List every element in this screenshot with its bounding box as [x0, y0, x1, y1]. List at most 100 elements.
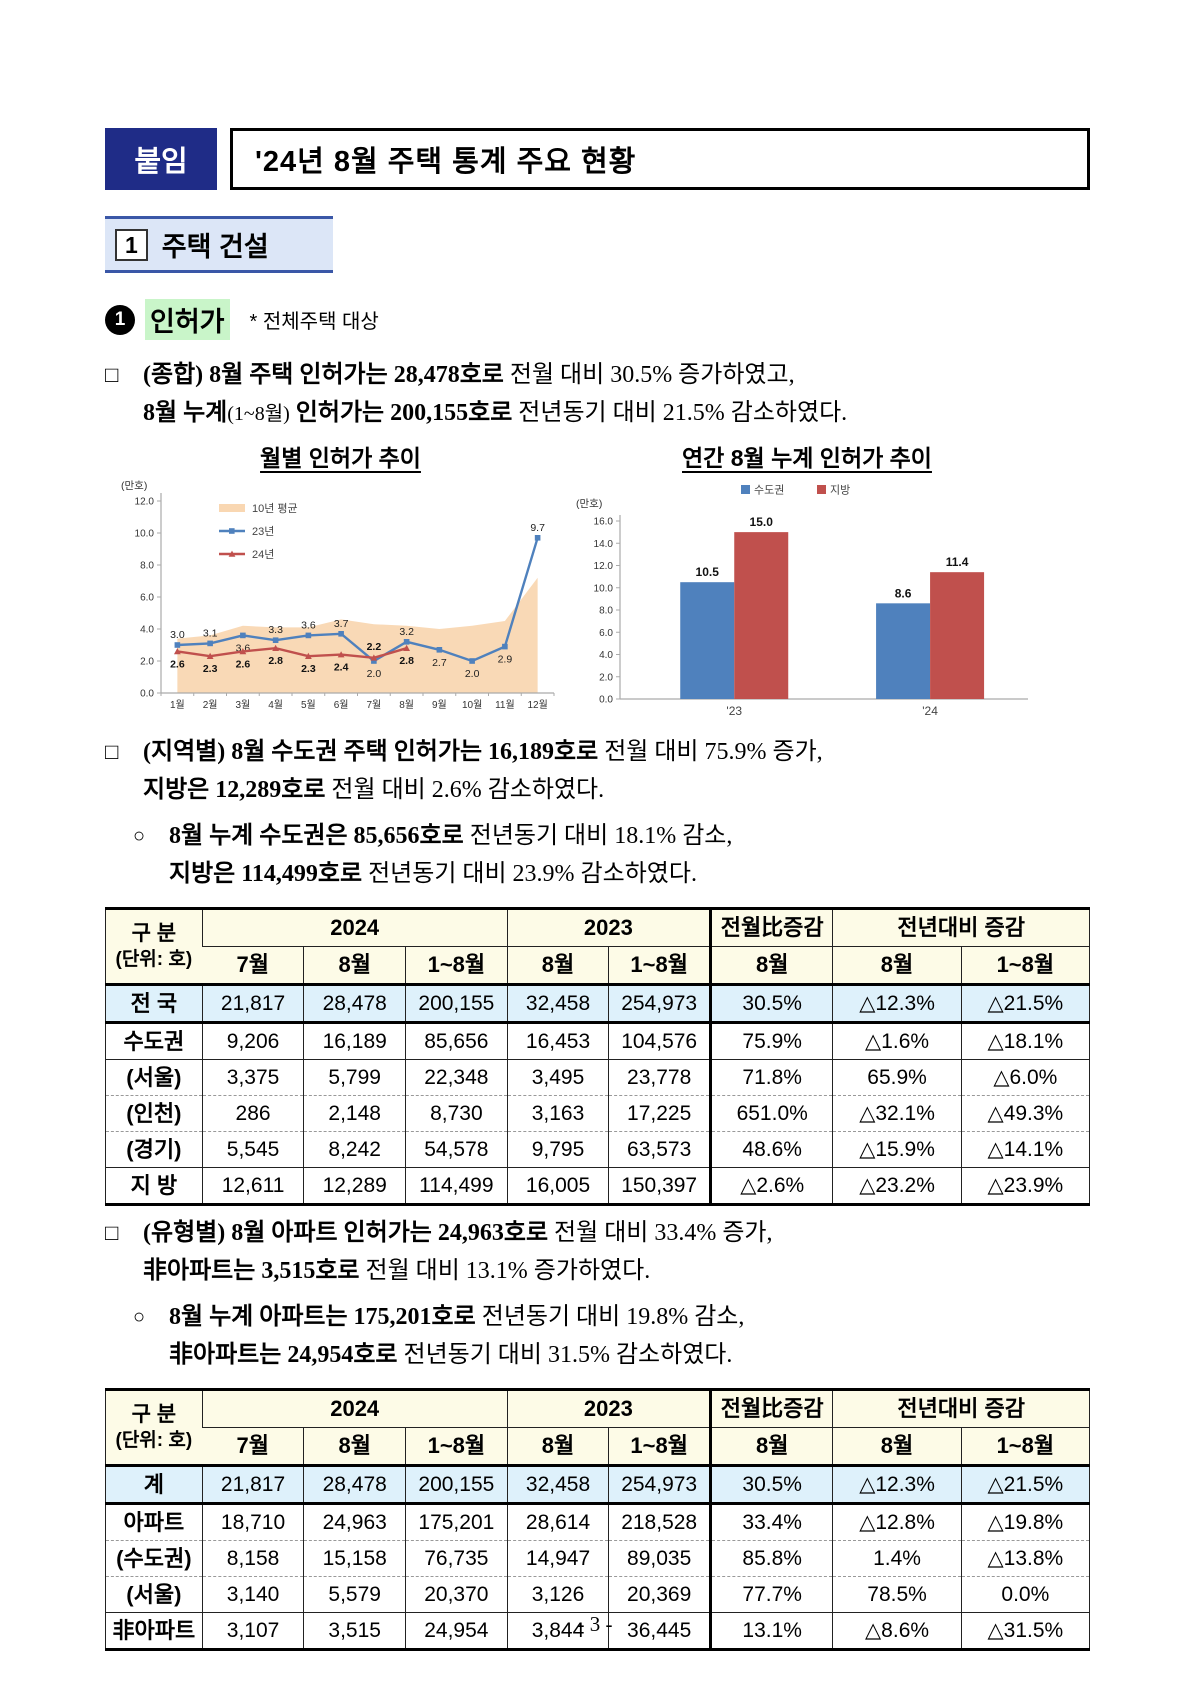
data-cell: △12.8% [832, 1503, 962, 1541]
svg-text:9월: 9월 [432, 699, 447, 711]
svg-text:3.2: 3.2 [399, 626, 414, 638]
data-cell: 5,579 [303, 1576, 406, 1613]
svg-text:2.0: 2.0 [599, 672, 613, 683]
attachment-badge: 붙임 [105, 128, 217, 190]
svg-text:8월: 8월 [399, 699, 414, 711]
svg-text:2.2: 2.2 [367, 641, 382, 653]
paragraph-text: (종합) 8월 주택 인허가는 28,478호로 전월 대비 30.5% 증가하… [143, 362, 848, 426]
row-label: 전 국 [105, 984, 203, 1024]
svg-text:10.0: 10.0 [594, 583, 614, 594]
charts-row: 월별 인허가 추이 0.0 2.0 4.0 6.0 8.0 10.0 12.0 1월 2월 3월 4… [117, 439, 1090, 725]
column-header-month: 1~8월 [405, 946, 508, 985]
data-cell: △23.9% [960, 1167, 1090, 1205]
data-cell: 78.5% [832, 1576, 962, 1613]
svg-text:4.0: 4.0 [599, 650, 613, 661]
data-cell: 16,189 [303, 1022, 406, 1060]
svg-text:2.0: 2.0 [140, 657, 154, 668]
subsection-title: 인허가 [145, 299, 230, 340]
column-header-month: 1~8월 [405, 1427, 508, 1466]
data-cell: 2,148 [303, 1095, 406, 1132]
row-label: (서울) [105, 1576, 203, 1613]
table-row: (경기) 5,545 8,242 54,578 9,795 63,573 48.6% △15.… [105, 1131, 1090, 1168]
data-cell: △6.0% [960, 1059, 1090, 1096]
svg-text:3.0: 3.0 [170, 629, 185, 641]
column-header-month: 1~8월 [608, 946, 711, 985]
data-cell: 71.8% [708, 1059, 833, 1096]
svg-text:2.8: 2.8 [399, 655, 414, 667]
svg-text:3월: 3월 [235, 699, 250, 711]
data-cell: 254,973 [608, 984, 711, 1024]
paragraph-by-region: □ (지역별) 8월 수도권 주택 인허가는 16,189호로 전월 대비 75.… [105, 733, 1090, 809]
table-row: (서울) 3,140 5,579 20,370 3,126 20,369 77.7% 78.5… [105, 1576, 1090, 1613]
svg-text:2.0: 2.0 [367, 668, 382, 680]
column-header-month: 8월 [832, 1427, 962, 1466]
group-header-yoy-change: 전년대비 증감 [832, 908, 1090, 947]
paragraph-text: (지역별) 8월 수도권 주택 인허가는 16,189호로 전월 대비 75.9… [143, 739, 823, 803]
column-header-month: 8월 [832, 946, 962, 985]
svg-text:'23: '23 [726, 704, 742, 718]
data-cell: △21.5% [960, 1465, 1090, 1505]
page-number: - 3 - [577, 1612, 613, 1636]
paragraph-by-region-cumulative: ○ 8월 누계 수도권은 85,656호로 전년동기 대비 18.1% 감소, 지방… [105, 817, 1090, 893]
row-label: 지 방 [105, 1167, 203, 1205]
group-header-mom-change: 전월比증감 [708, 908, 833, 947]
column-header-month: 8월 [708, 946, 833, 985]
svg-text:2월: 2월 [203, 699, 218, 711]
column-header-label: 구 분 (단위: 호) [105, 1389, 203, 1466]
row-label: 非아파트 [105, 1612, 203, 1650]
row-label: (인천) [105, 1095, 203, 1132]
group-header-yoy-change: 전년대비 증감 [832, 1389, 1090, 1428]
bar-chart-title: 연간 8월 누계 인허가 추이 [682, 445, 932, 471]
table-row: 지 방 12,611 12,289 114,499 16,005 150,397 △2.6%… [105, 1167, 1090, 1205]
data-cell: 85.8% [708, 1540, 833, 1577]
svg-text:16.0: 16.0 [594, 517, 614, 528]
group-header-2024: 2024 [201, 908, 508, 947]
data-cell: 9,206 [201, 1022, 304, 1060]
subsection-note: * 전체주택 대상 [249, 311, 379, 333]
svg-text:3.6: 3.6 [301, 619, 316, 631]
column-header-month: 1~8월 [608, 1427, 711, 1466]
bar-chart-canvas: 0.0 2.0 4.0 6.0 8.0 10.0 12.0 14.0 16.0 (만호) 수도권 지방… [576, 484, 1028, 718]
line-chart-title: 월별 인허가 추이 [260, 445, 421, 471]
data-cell: 3,844 [506, 1612, 609, 1650]
data-cell: 30.5% [708, 1465, 833, 1505]
svg-text:10.5: 10.5 [696, 565, 720, 579]
data-cell: △13.8% [960, 1540, 1090, 1577]
data-cell: 28,478 [303, 984, 406, 1024]
data-cell: 200,155 [405, 1465, 508, 1505]
data-cell: 63,573 [608, 1131, 711, 1168]
data-cell: △2.6% [708, 1167, 833, 1205]
section-number: 1 [115, 228, 148, 261]
table-row: 수도권 9,206 16,189 85,656 16,453 104,576 75.9% △1… [105, 1022, 1090, 1060]
svg-text:9.7: 9.7 [530, 522, 545, 534]
column-header-month: 8월 [303, 946, 406, 985]
svg-text:2.7: 2.7 [432, 657, 447, 669]
svg-text:6.0: 6.0 [140, 593, 154, 604]
line-chart-canvas: 0.0 2.0 4.0 6.0 8.0 10.0 12.0 1월 2월 3월 4월 5월 6월 7월 8월 9… [121, 480, 555, 711]
data-cell: 114,499 [405, 1167, 508, 1205]
data-cell: 12,289 [303, 1167, 406, 1205]
data-cell: 32,458 [506, 1465, 609, 1505]
table-header: 구 분 (단위: 호) 2024 2023 전월比증감 전년대비 증감 7월 8월 1~8월 8월… [105, 1389, 1090, 1466]
data-cell: △23.2% [832, 1167, 962, 1205]
svg-text:0.0: 0.0 [599, 695, 613, 706]
section-title: 주택 건설 [161, 232, 269, 262]
data-cell: 17,225 [608, 1095, 711, 1132]
svg-text:6월: 6월 [334, 699, 349, 711]
data-cell: 28,478 [303, 1465, 406, 1505]
row-label: (수도권) [105, 1540, 203, 1577]
row-label: 수도권 [105, 1022, 203, 1060]
data-cell: 77.7% [708, 1576, 833, 1613]
column-header-month: 7월 [202, 946, 304, 985]
data-cell: 28,614 [506, 1503, 609, 1541]
data-cell: 21,817 [201, 984, 304, 1024]
data-cell: △18.1% [960, 1022, 1090, 1060]
svg-text:10.0: 10.0 [135, 529, 155, 540]
data-cell: 21,817 [201, 1465, 304, 1505]
svg-text:4.0: 4.0 [140, 625, 154, 636]
data-cell: △31.5% [960, 1612, 1090, 1650]
data-cell: 104,576 [608, 1022, 711, 1060]
svg-text:10월: 10월 [462, 699, 482, 711]
svg-text:11월: 11월 [495, 699, 515, 711]
